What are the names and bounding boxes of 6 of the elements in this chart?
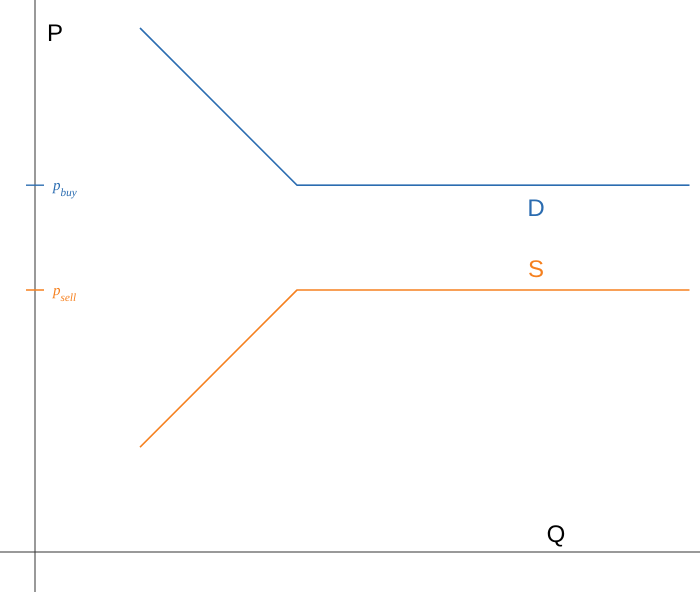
series-label: D xyxy=(527,195,545,222)
y-axis-title: P xyxy=(46,20,64,47)
series-label: S xyxy=(528,256,544,283)
text: p$_{sell}$ xyxy=(52,283,76,304)
x-axis-title: Q xyxy=(546,521,566,548)
text: p$_{buy}$ xyxy=(52,178,77,200)
